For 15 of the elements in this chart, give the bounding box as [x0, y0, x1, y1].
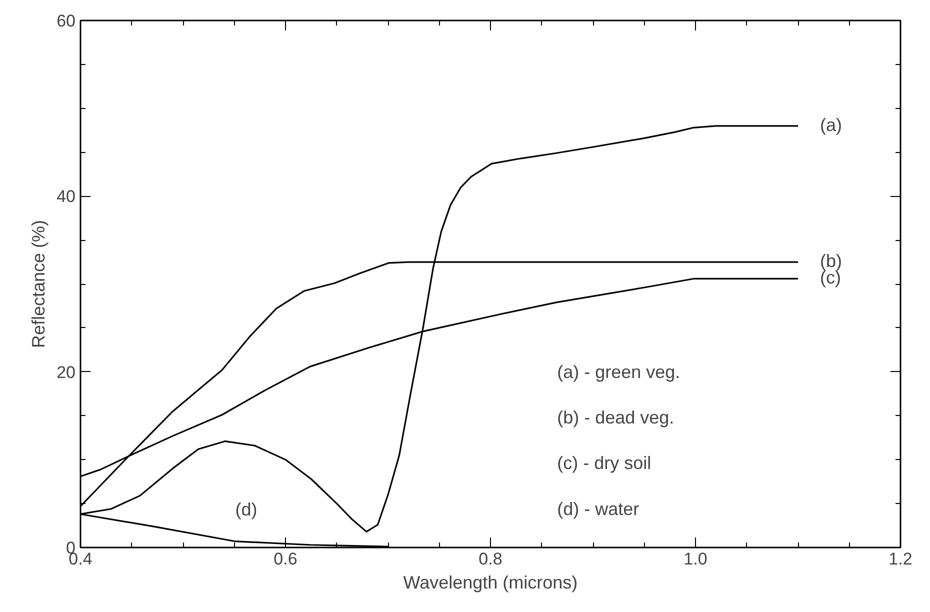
annotation: (b) - dead veg.	[557, 408, 674, 428]
x-tick-label: 1.2	[888, 550, 912, 568]
y-tick-label: 20	[56, 362, 76, 382]
y-tick-label: 40	[56, 187, 76, 206]
x-tick-label: 0.8	[478, 550, 502, 568]
x-axis-title: Wavelength (microns)	[403, 572, 578, 592]
annotation: (c) - dry soil	[557, 453, 652, 474]
y-axis-title: Reflectance (%)	[28, 220, 49, 348]
y-tick-label: 60	[56, 12, 76, 30]
x-tick-label: 0.6	[274, 550, 298, 568]
annotation: (d) - water	[557, 498, 640, 519]
annotation: (a) - green veg.	[557, 362, 680, 382]
series-label: (d)	[235, 499, 258, 520]
x-tick-label: 1.0	[684, 550, 708, 568]
series-label: (a)	[820, 114, 842, 135]
